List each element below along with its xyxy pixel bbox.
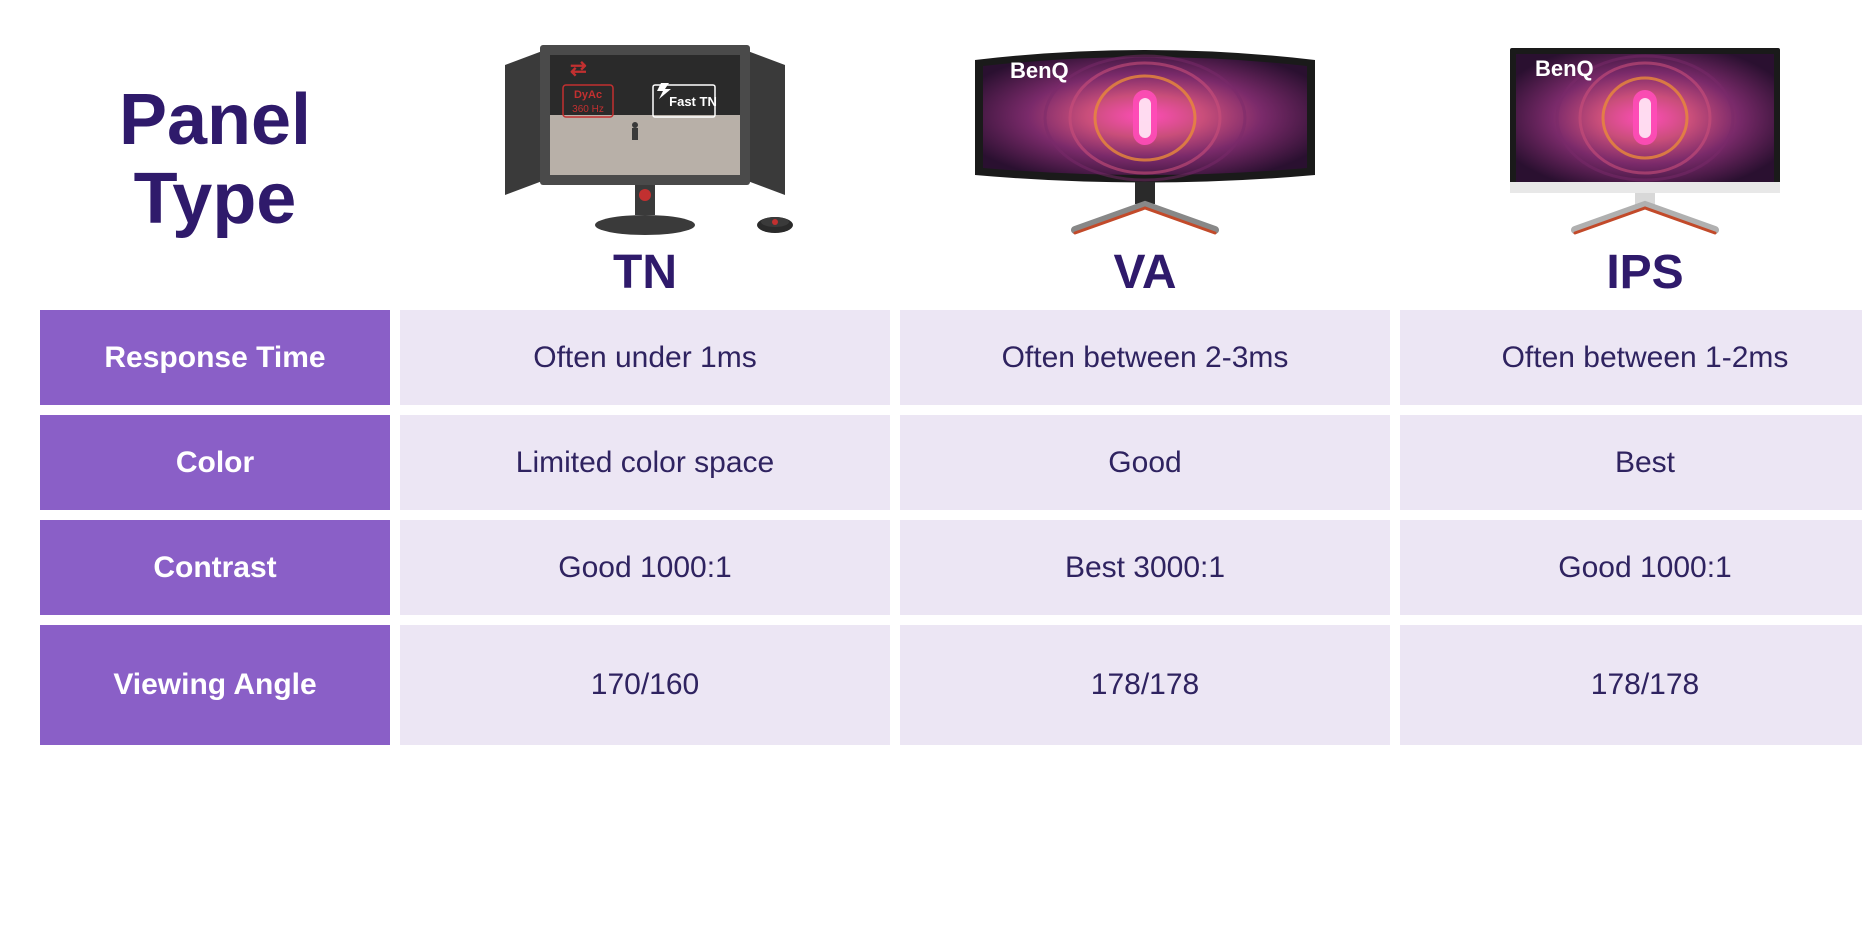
svg-text:BenQ: BenQ [1535, 56, 1594, 81]
data-cell: Limited color space [400, 415, 890, 510]
page-title: Panel Type [40, 81, 390, 239]
data-cell: Often between 2-3ms [900, 310, 1390, 405]
monitor-tn-image: ⇄ DyAc 360 Hz Fast TN [475, 30, 815, 240]
column-header-tn: ⇄ DyAc 360 Hz Fast TN TN [400, 20, 890, 300]
column-header-ips: BenQ IPS [1400, 20, 1862, 300]
column-header-va: BenQ VA [900, 20, 1390, 300]
monitor-ips-image: BenQ [1485, 30, 1805, 240]
svg-text:Fast TN: Fast TN [669, 94, 717, 109]
row-header: Response Time [40, 310, 390, 405]
svg-text:360 Hz: 360 Hz [572, 104, 604, 115]
comparison-table: Panel Type ⇄ DyAc 360 Hz Fast [40, 20, 1822, 745]
panel-label-va: VA [1113, 245, 1176, 300]
row-header: Color [40, 415, 390, 510]
data-cell: 178/178 [900, 625, 1390, 745]
data-cell: 170/160 [400, 625, 890, 745]
data-cell: 178/178 [1400, 625, 1862, 745]
svg-text:DyAc: DyAc [574, 89, 602, 101]
row-header: Viewing Angle [40, 625, 390, 745]
panel-label-ips: IPS [1606, 245, 1683, 300]
panel-label-tn: TN [613, 245, 677, 300]
data-cell: Good 1000:1 [1400, 520, 1862, 615]
data-cell: Best [1400, 415, 1862, 510]
data-cell: Often under 1ms [400, 310, 890, 405]
svg-text:⇄: ⇄ [570, 58, 587, 80]
title-cell: Panel Type [40, 20, 390, 300]
data-cell: Often between 1-2ms [1400, 310, 1862, 405]
data-cell: Good 1000:1 [400, 520, 890, 615]
monitor-va-image: BenQ [955, 30, 1335, 240]
data-cell: Best 3000:1 [900, 520, 1390, 615]
svg-text:BenQ: BenQ [1010, 58, 1069, 83]
data-cell: Good [900, 415, 1390, 510]
row-header: Contrast [40, 520, 390, 615]
